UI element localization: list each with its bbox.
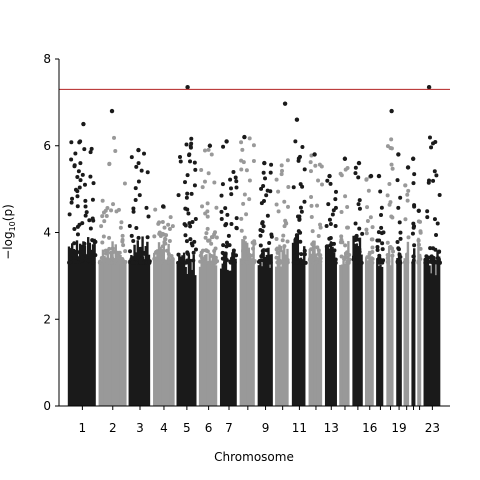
- x-tick-label-chr-6: 6: [205, 421, 213, 435]
- peak-point-chr-14: [342, 156, 348, 161]
- chromosome-12-points: [307, 152, 325, 406]
- chromosome-14-points: [338, 156, 352, 406]
- chromosome-10-points: [274, 101, 291, 406]
- x-tick-label-chr-23: 23: [425, 421, 440, 435]
- x-tick-label-chr-1: 1: [79, 421, 87, 435]
- peak-point-chr-15: [356, 160, 362, 166]
- peak-point-chr-17: [376, 173, 382, 179]
- chromosome-21-points: [410, 156, 417, 406]
- x-tick-label-chr-16: 16: [362, 421, 377, 435]
- x-axis-title: Chromosome: [214, 450, 294, 464]
- peak-point-chr-2: [109, 108, 115, 114]
- x-tick-label-chr-11: 11: [292, 421, 307, 435]
- peak-point-chr-10: [282, 101, 288, 106]
- chromosome-15-points: [351, 160, 365, 406]
- x-tick-label-chr-4: 4: [160, 421, 168, 435]
- chromosome-23-points: [423, 84, 442, 406]
- peak-point-chr-9: [262, 160, 267, 166]
- peak-point-chr-4: [160, 204, 166, 209]
- peak-point-chr-18: [389, 108, 394, 114]
- chromosome-8-points: [239, 134, 257, 406]
- y-axis-title-subscript: 10: [8, 221, 17, 231]
- peak-point-chr-1: [81, 121, 86, 127]
- chromosome-22-points: [416, 208, 423, 406]
- y-axis-title: −log10(p): [1, 204, 17, 260]
- chromosome-5-points: [176, 84, 198, 406]
- x-tick-label-chr-13: 13: [324, 421, 339, 435]
- peak-point-chr-3: [136, 147, 141, 153]
- x-tick-label-chr-5: 5: [183, 421, 191, 435]
- peak-point-chr-6: [207, 143, 213, 148]
- x-tick-label-chr-7: 7: [225, 421, 233, 435]
- y-axis-title-main: −log: [1, 231, 15, 259]
- peak-point-chr-13: [327, 173, 332, 179]
- chromosome-2-points: [97, 108, 128, 406]
- peak-point-chr-12: [312, 152, 317, 157]
- x-tick-label-chr-19: 19: [391, 421, 406, 435]
- chromosome-19-points: [395, 152, 403, 406]
- peak-point-chr-5: [185, 84, 190, 90]
- peak-point-chr-16: [368, 173, 374, 179]
- chromosome-3-points: [127, 147, 152, 406]
- y-tick-label-8: 8: [43, 52, 51, 66]
- peak-point-chr-22: [416, 208, 421, 214]
- chromosome-20-points: [402, 165, 411, 406]
- chromosome-17-points: [375, 173, 386, 406]
- y-tick-label-0: 0: [43, 399, 51, 413]
- peak-point-chr-11: [294, 117, 300, 122]
- x-tick-label-chr-3: 3: [136, 421, 144, 435]
- peak-point-chr-21: [410, 156, 416, 161]
- peak-point-chr-19: [396, 152, 401, 157]
- chromosome-18-points: [385, 108, 396, 406]
- chromosome-6-points: [198, 143, 220, 406]
- chromosome-13-points: [324, 173, 338, 406]
- peak-point-chr-20: [405, 165, 411, 170]
- y-tick-label-4: 4: [43, 226, 51, 240]
- chromosome-9-points: [256, 160, 274, 406]
- chromosome-4-points: [152, 204, 175, 406]
- x-tick-label-chr-2: 2: [109, 421, 117, 435]
- points-layer: [67, 84, 442, 406]
- chromosome-11-points: [291, 117, 308, 406]
- x-tick-label-chr-9: 9: [262, 421, 270, 435]
- chromosome-1-points: [67, 121, 98, 406]
- y-tick-label-2: 2: [43, 312, 51, 326]
- y-tick-label-6: 6: [43, 139, 51, 153]
- chromosome-16-points: [364, 173, 375, 406]
- y-axis-title-arg: (p): [1, 204, 15, 221]
- chromosome-7-points: [219, 139, 239, 406]
- peak-point-chr-23: [426, 84, 432, 90]
- peak-point-chr-8: [242, 134, 247, 140]
- peak-point-chr-7: [224, 139, 229, 144]
